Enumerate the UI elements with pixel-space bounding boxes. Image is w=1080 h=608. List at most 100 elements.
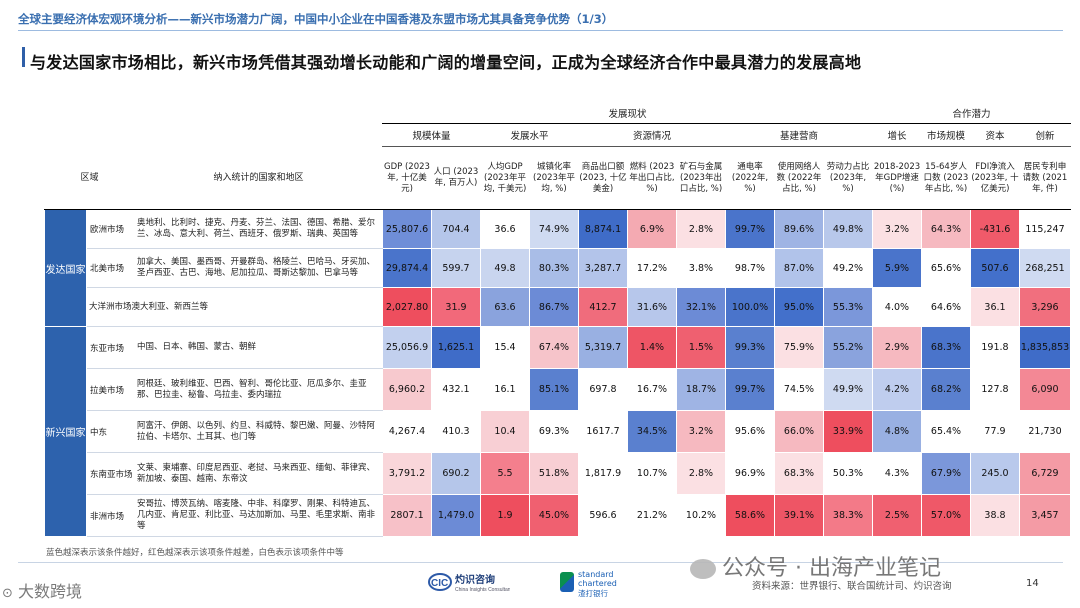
table-row: 发达国家 欧洲市场 奥地利、比利时、捷克、丹麦、芬兰、法国、德国、希腊、爱尔兰、冰岛…	[44, 209, 1071, 327]
sub-region-label: 欧洲市场	[86, 209, 135, 249]
value-cell: 2.9%	[872, 326, 922, 369]
value-cell: 16.7%	[627, 368, 677, 411]
value-cell: 410.3	[431, 410, 481, 453]
value-cell: 16.1	[480, 368, 530, 411]
countries-list: 安哥拉、博茨瓦纳、喀麦隆、中非、科摩罗、刚果、科特迪瓦、几内亚、肯尼亚、利比亚、…	[134, 494, 383, 537]
countries-list: 大洋洲市场澳大利亚、新西兰等	[86, 287, 383, 327]
title-accent-bar	[22, 47, 25, 67]
mid-header-resources: 资源情况	[578, 123, 726, 147]
value-cell: 51.8%	[529, 452, 579, 495]
value-cell: -431.6	[970, 209, 1020, 249]
value-cell: 77.9	[970, 410, 1020, 453]
wechat-icon	[690, 559, 716, 579]
value-cell: 3,457	[1019, 494, 1071, 537]
value-cell: 697.8	[578, 368, 628, 411]
standard-chartered-logo: standard chartered 渣打银行	[560, 569, 640, 598]
source-note: 资料来源：世界银行、联合国统计司、灼识咨询	[752, 581, 952, 592]
value-cell: 127.8	[970, 368, 1020, 411]
value-cell: 1.4%	[627, 326, 677, 369]
countries-list: 阿富汗、伊朗、以色列、约旦、科威特、黎巴嫩、阿曼、沙特阿拉伯、卡塔尔、土耳其、也…	[134, 410, 383, 453]
column-header-2: 人均GDP (2023年平均, 千美元)	[480, 146, 530, 210]
mid-header-innovation: 创新	[1019, 123, 1071, 147]
value-cell: 2,027.80	[382, 287, 432, 327]
value-cell: 49.8%	[823, 209, 873, 249]
value-cell: 18.7%	[676, 368, 726, 411]
value-cell: 75.9%	[774, 326, 824, 369]
value-cell: 55.2%	[823, 326, 873, 369]
section-breadcrumb: 全球主要经济体宏观环境分析——新兴市场潜力广阔，中国中小企业在中国香港及东盟市场…	[18, 12, 614, 26]
value-cell: 68.3%	[774, 452, 824, 495]
value-cell: 10.2%	[676, 494, 726, 537]
value-cell: 10.4	[480, 410, 530, 453]
value-cell: 65.6%	[921, 248, 971, 288]
countries-list: 文莱、柬埔寨、印度尼西亚、老挝、马来西亚、缅甸、菲律宾、新加坡、泰国、越南、东帝…	[134, 452, 383, 495]
value-cell: 99.7%	[725, 209, 775, 249]
value-cell: 38.3%	[823, 494, 873, 537]
sub-region-label: 拉美市场	[86, 368, 135, 411]
value-cell: 1,835,853	[1019, 326, 1071, 369]
value-cell: 21.2%	[627, 494, 677, 537]
value-cell: 32.1%	[676, 287, 726, 327]
value-cell: 245.0	[970, 452, 1020, 495]
value-cell: 86.7%	[529, 287, 579, 327]
value-cell: 704.4	[431, 209, 481, 249]
value-cell: 49.9%	[823, 368, 873, 411]
value-cell: 69.3%	[529, 410, 579, 453]
value-cell: 89.6%	[774, 209, 824, 249]
footer-divider	[18, 562, 1063, 563]
column-header-1: 人口 (2023年, 百万人)	[431, 146, 481, 210]
column-header-3: 城镇化率 (2023年平均, %)	[529, 146, 579, 210]
table-row: 东南亚市场 文莱、柬埔寨、印度尼西亚、老挝、马来西亚、缅甸、菲律宾、新加坡、泰国、…	[45, 452, 1071, 495]
value-cell: 100.0%	[725, 287, 775, 327]
value-cell: 38.8	[970, 494, 1020, 537]
value-cell: 596.6	[578, 494, 628, 537]
mid-header-development: 发展水平	[480, 123, 579, 147]
group-header-potential: 合作潜力	[872, 102, 1071, 124]
value-cell: 95.6%	[725, 410, 775, 453]
table-row: 北美市场 加拿大、美国、墨西哥、开曼群岛、格陵兰、巴哈马、牙买加、圣卢西亚、古巴、…	[45, 248, 1071, 288]
value-cell: 3,791.2	[382, 452, 432, 495]
column-header-countries: 纳入统计的国家和地区	[134, 146, 383, 210]
value-cell: 55.3%	[823, 287, 873, 327]
value-cell: 68.3%	[921, 326, 971, 369]
countries-list: 加拿大、美国、墨西哥、开曼群岛、格陵兰、巴哈马、牙买加、圣卢西亚、古巴、海地、尼…	[134, 248, 383, 288]
value-cell: 39.1%	[774, 494, 824, 537]
table-row: 非洲市场 安哥拉、博茨瓦纳、喀麦隆、中非、科摩罗、刚果、科特迪瓦、几内亚、肯尼亚、…	[45, 494, 1071, 537]
mid-header-capital: 资本	[970, 123, 1020, 147]
table-row: 新兴国家 东亚市场 中国、日本、韩国、蒙古、朝鲜 25,056.9 1,625.1 15.…	[44, 326, 1071, 537]
svg-text:CIC: CIC	[431, 578, 448, 589]
countries-list: 阿根廷、玻利维亚、巴西、智利、哥伦比亚、厄瓜多尔、圭亚那、巴拉圭、秘鲁、乌拉圭、…	[134, 368, 383, 411]
region-label: 发达国家	[44, 209, 87, 327]
value-cell: 25,056.9	[382, 326, 432, 369]
value-cell: 412.7	[578, 287, 628, 327]
mid-header-growth: 增长	[872, 123, 922, 147]
page-number: 14	[1026, 578, 1039, 589]
value-cell: 98.7%	[725, 248, 775, 288]
cic-logo-text: 灼识咨询	[455, 573, 495, 586]
value-cell: 95.0%	[774, 287, 824, 327]
value-cell: 68.2%	[921, 368, 971, 411]
table-row: 拉美市场 阿根廷、玻利维亚、巴西、智利、哥伦比亚、厄瓜多尔、圭亚那、巴拉圭、秘鲁、…	[45, 368, 1071, 411]
value-cell: 8,874.1	[578, 209, 628, 249]
value-cell: 25,807.6	[382, 209, 432, 249]
column-header-8: 使用网络人数 (2022年占比, %)	[774, 146, 824, 210]
sub-region-label: 非洲市场	[86, 494, 135, 537]
watermark-icon: ⊙	[2, 586, 13, 601]
value-cell: 33.9%	[823, 410, 873, 453]
value-cell: 3,296	[1019, 287, 1071, 327]
watermark-label: 大数跨境	[18, 582, 83, 601]
value-cell: 99.7%	[725, 368, 775, 411]
column-header-7: 通电率 (2022年, %)	[725, 146, 775, 210]
region-label: 新兴国家	[44, 326, 87, 537]
value-cell: 690.2	[431, 452, 481, 495]
value-cell: 58.6%	[725, 494, 775, 537]
header: 全球主要经济体宏观环境分析——新兴市场潜力广阔，中国中小企业在中国香港及东盟市场…	[18, 8, 1063, 32]
value-cell: 74.9%	[529, 209, 579, 249]
value-cell: 3,287.7	[578, 248, 628, 288]
column-header-12: FDI净流入 (2023年, 十亿美元)	[970, 146, 1020, 210]
value-cell: 1,479.0	[431, 494, 481, 537]
value-cell: 74.5%	[774, 368, 824, 411]
column-header-region: 区域	[44, 146, 135, 210]
value-cell: 10.7%	[627, 452, 677, 495]
value-cell: 67.9%	[921, 452, 971, 495]
